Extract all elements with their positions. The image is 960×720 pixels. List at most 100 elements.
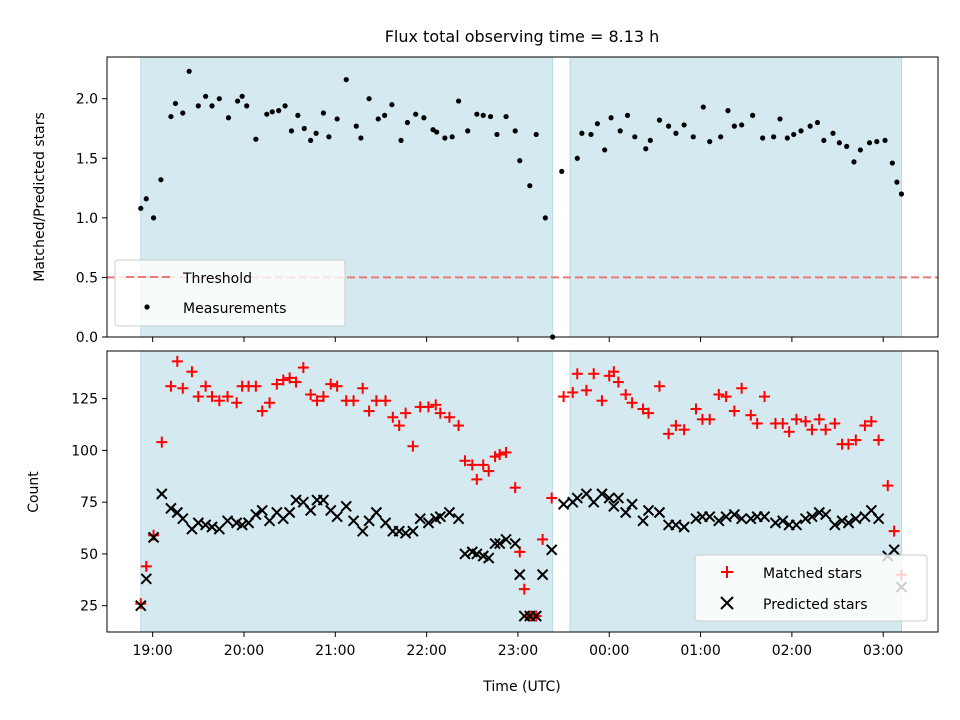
predicted-star-point bbox=[399, 527, 412, 539]
measurement-point bbox=[216, 96, 222, 102]
measurement-point bbox=[807, 123, 813, 129]
measurement-point bbox=[295, 112, 301, 118]
measurement-point bbox=[239, 93, 245, 99]
measurement-point bbox=[195, 103, 201, 109]
x-tick-label: 03:00 bbox=[863, 643, 903, 659]
x-tick-label: 02:00 bbox=[772, 643, 812, 659]
predicted-star-point bbox=[317, 494, 330, 506]
matched-star-point bbox=[663, 428, 675, 440]
matched-star-point bbox=[165, 380, 177, 392]
measurement-point bbox=[421, 115, 427, 121]
matched-star-point bbox=[571, 368, 583, 380]
y-tick-label: 100 bbox=[71, 443, 98, 459]
predicted-star-point bbox=[850, 513, 862, 525]
predicted-star-point bbox=[720, 510, 732, 523]
matched-star-point bbox=[271, 378, 283, 390]
matched-star-point bbox=[620, 388, 632, 400]
x-axis-label: Time (UTC) bbox=[482, 679, 560, 695]
measurement-point bbox=[474, 111, 480, 117]
y-tick-label: 0.0 bbox=[76, 330, 98, 346]
matched-star-point bbox=[206, 391, 218, 403]
predicted-star-point bbox=[221, 515, 234, 527]
measurement-point bbox=[225, 115, 232, 121]
measurement-point bbox=[731, 123, 737, 129]
matched-star-point bbox=[284, 372, 296, 384]
measurement-point bbox=[690, 134, 696, 140]
measurement-point bbox=[320, 110, 327, 116]
matched-star-point bbox=[407, 440, 419, 452]
predicted-star-point bbox=[459, 548, 471, 560]
y-tick-label: 0.5 bbox=[76, 270, 98, 286]
ratio-legend: Threshold Measurements bbox=[114, 259, 346, 327]
measurement-point bbox=[894, 179, 900, 185]
measurement-point bbox=[180, 110, 186, 116]
predicted-star-point bbox=[443, 506, 456, 519]
predicted-star-point bbox=[493, 537, 506, 550]
predicted-star-point bbox=[777, 515, 789, 527]
measurement-point bbox=[244, 103, 250, 109]
predicted-star-point bbox=[612, 492, 625, 504]
matched-star-point bbox=[171, 355, 183, 367]
matched-star-point bbox=[758, 391, 770, 403]
predicted-star-point bbox=[393, 525, 405, 537]
measurement-point bbox=[512, 128, 518, 134]
predicted-star-point bbox=[192, 517, 205, 529]
predicted-star-point bbox=[670, 519, 682, 531]
measurement-point bbox=[707, 138, 713, 145]
matched-star-point bbox=[380, 395, 392, 407]
predicted-star-point bbox=[608, 500, 620, 513]
measurement-points bbox=[138, 68, 905, 340]
matched-star-point bbox=[713, 388, 725, 400]
matched-star-point bbox=[643, 407, 655, 419]
observing-windows bbox=[140, 350, 902, 633]
ratio-x-axis bbox=[152, 337, 884, 342]
predicted-star-point bbox=[703, 510, 716, 523]
legend-matched-swatch bbox=[721, 566, 733, 578]
matched-star-point bbox=[608, 366, 620, 378]
measurement-point bbox=[301, 125, 307, 132]
measurement-point bbox=[326, 134, 332, 140]
measurement-point bbox=[889, 160, 895, 166]
predicted-star-point bbox=[678, 521, 690, 533]
measurement-point bbox=[844, 143, 850, 149]
y-tick-label: 1.0 bbox=[76, 211, 98, 227]
measurement-point bbox=[487, 113, 494, 120]
predicted-star-point bbox=[745, 513, 757, 525]
predicted-star-point bbox=[165, 502, 177, 515]
chart-title: Flux total observing time = 8.13 h bbox=[385, 27, 660, 46]
matched-star-point bbox=[626, 397, 638, 409]
measurement-point bbox=[282, 103, 288, 109]
measurement-point bbox=[673, 130, 679, 136]
measurement-point bbox=[398, 137, 404, 144]
measurement-point bbox=[404, 119, 411, 126]
predicted-star-point bbox=[813, 506, 825, 519]
predicted-star-point bbox=[250, 508, 262, 521]
matched-star-point bbox=[736, 382, 748, 394]
measurement-point bbox=[382, 112, 388, 118]
predicted-star-point bbox=[347, 515, 360, 527]
x-tick-label: 01:00 bbox=[680, 643, 720, 659]
measurement-point bbox=[494, 131, 500, 138]
measurement-point bbox=[647, 137, 653, 144]
measurement-point bbox=[681, 122, 687, 128]
measurement-point bbox=[234, 98, 241, 104]
measurement-point bbox=[480, 112, 486, 118]
matched-star-point bbox=[580, 384, 592, 396]
matched-star-point bbox=[777, 417, 789, 429]
matched-star-point bbox=[820, 424, 832, 436]
predicted-star-point bbox=[637, 515, 649, 527]
matched-star-point bbox=[888, 525, 900, 537]
y-tick-label: 25 bbox=[80, 599, 98, 615]
measurement-point bbox=[656, 117, 663, 123]
matched-star-point bbox=[357, 382, 369, 394]
predicted-star-point bbox=[236, 519, 248, 531]
x-tick-label: 19:00 bbox=[132, 643, 172, 659]
measurement-point bbox=[588, 131, 594, 138]
y-tick-label: 2.0 bbox=[76, 92, 98, 108]
y-tick-label: 50 bbox=[80, 547, 98, 563]
matched-star-point bbox=[850, 434, 862, 446]
matched-star-point bbox=[704, 413, 716, 425]
predicted-star-point bbox=[713, 515, 725, 527]
matched-star-point bbox=[213, 395, 225, 407]
measurement-point bbox=[632, 134, 638, 140]
